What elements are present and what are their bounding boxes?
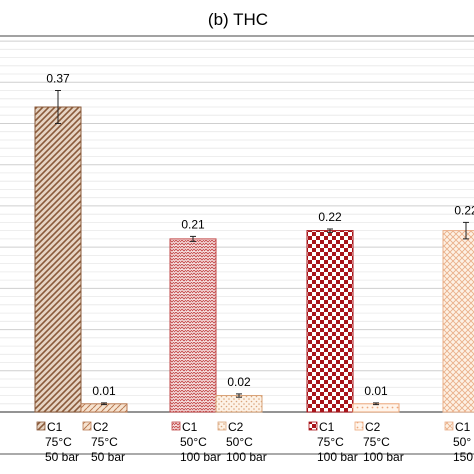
category-label: C1 (455, 420, 471, 434)
category-condition-pressure: 100 bar (226, 450, 267, 464)
legend-swatch (444, 421, 454, 431)
legend-swatch (171, 421, 181, 431)
category-label: C1 (182, 420, 198, 434)
data-label: 0.01 (92, 384, 116, 398)
legend-swatch (36, 421, 46, 431)
category-label: C2 (365, 420, 381, 434)
data-label: 0.01 (364, 384, 388, 398)
data-label: 0.37 (46, 72, 70, 86)
data-label: 0.22 (318, 210, 342, 224)
category-label: C2 (228, 420, 244, 434)
error-bar (190, 235, 196, 242)
category-label: C2 (93, 420, 109, 434)
category-condition-temp: 75°C (317, 435, 344, 449)
bar-c2-group-2 (215, 395, 263, 413)
category-condition-pressure: 50 bar (45, 450, 79, 464)
category-condition-temp: 50°C (226, 435, 253, 449)
error-bar (463, 221, 469, 240)
error-bar (236, 393, 242, 398)
category-condition-pressure: 100 bar (363, 450, 404, 464)
category-condition-temp: 75°C (91, 435, 118, 449)
data-label: 0.22 (454, 203, 474, 217)
legend-swatch (217, 421, 227, 431)
category-label: C1 (319, 420, 335, 434)
category-condition-pressure: 50 bar (91, 450, 125, 464)
legend-swatch (82, 421, 92, 431)
bar-c1-group-1 (34, 106, 82, 413)
error-bar (373, 402, 379, 406)
bar-c1-group-2 (169, 238, 217, 413)
chart-title: (b) THC (208, 10, 268, 29)
legend-swatch (308, 421, 318, 431)
category-condition-temp: 50° (453, 435, 471, 449)
data-label: 0.21 (181, 217, 205, 231)
error-bar (327, 228, 333, 233)
bar-c1-group-4 (442, 230, 474, 413)
data-label: 0.02 (227, 375, 251, 389)
category-condition-pressure: 100 bar (180, 450, 221, 464)
legend-swatch (354, 421, 364, 431)
category-condition-temp: 50°C (180, 435, 207, 449)
bar-c1-group-3 (306, 230, 354, 413)
category-condition-pressure: 100 bar (317, 450, 358, 464)
category-condition-temp: 75°C (363, 435, 390, 449)
error-bar (55, 90, 61, 124)
category-condition-temp: 75°C (45, 435, 72, 449)
category-condition-pressure: 150 (453, 450, 473, 464)
category-label: C1 (47, 420, 63, 434)
error-bar (101, 402, 107, 406)
